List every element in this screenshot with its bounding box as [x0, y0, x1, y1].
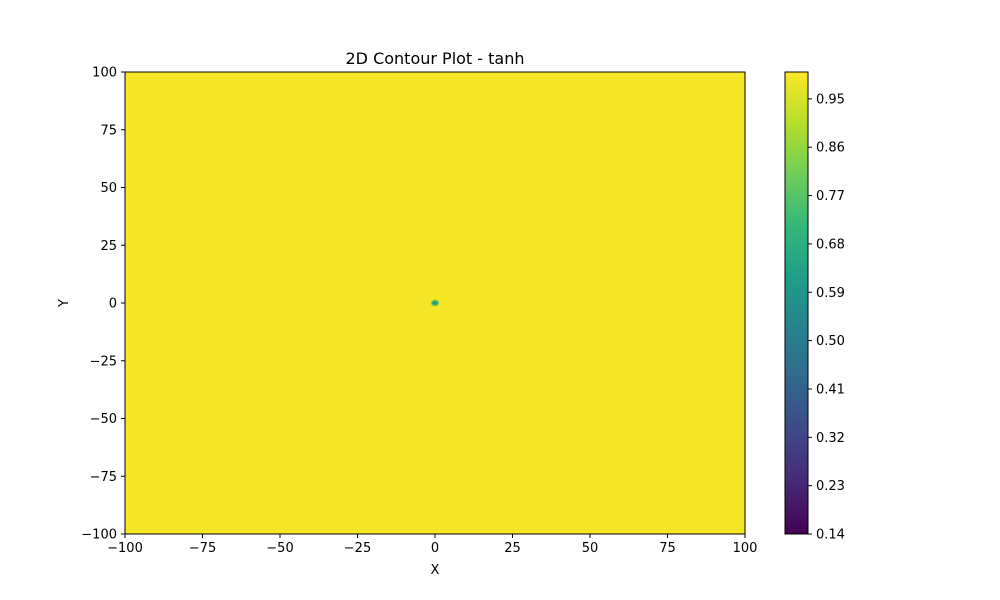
x-tick-label: 75 [659, 541, 676, 556]
colorbar-tick-label: 0.23 [816, 479, 845, 494]
y-tick-label: 100 [92, 66, 117, 81]
x-tick-label: 50 [582, 541, 599, 556]
colorbar-tick-label: 0.32 [816, 431, 845, 446]
plot-area [124, 71, 746, 535]
x-tick-label: 25 [504, 541, 521, 556]
y-tick-label: −25 [90, 354, 117, 369]
x-axis: −100 −75 −50 −25 0 25 50 75 100 [107, 534, 757, 556]
x-tick-label: −50 [266, 541, 293, 556]
center-contour-feature [430, 299, 440, 307]
x-tick-label: −75 [189, 541, 216, 556]
y-tick-label: −50 [90, 412, 117, 427]
x-axis-label: X [431, 563, 440, 578]
y-tick-label: 50 [100, 181, 117, 196]
colorbar-tick-label: 0.95 [816, 92, 845, 107]
colorbar-tick-label: 0.68 [816, 237, 845, 252]
y-axis: −100 −75 −50 −25 0 25 50 75 100 [81, 66, 125, 543]
colorbar-tick-label: 0.77 [816, 189, 845, 204]
colorbar-tick-label: 0.59 [816, 286, 845, 301]
y-tick-label: −75 [90, 470, 117, 485]
colorbar-tick-label: 0.86 [816, 141, 845, 156]
colorbar-tick-label: 0.50 [816, 334, 845, 349]
colorbar-tick-label: 0.41 [816, 382, 845, 397]
y-tick-label: 0 [109, 297, 117, 312]
colorbar-tick-label: 0.14 [816, 528, 845, 543]
y-tick-label: 25 [100, 239, 117, 254]
y-tick-label: −100 [81, 528, 117, 543]
y-axis-label: Y [57, 299, 72, 308]
chart-title: 2D Contour Plot - tanh [345, 49, 524, 68]
x-tick-label: −25 [344, 541, 371, 556]
x-tick-label: −100 [107, 541, 143, 556]
colorbar: 0.14 0.23 0.32 0.41 0.50 0.59 0.68 0.77 0.86 0.95 [784, 71, 845, 543]
colorbar-ticks: 0.14 0.23 0.32 0.41 0.50 0.59 0.68 0.77 0.86 0.95 [808, 92, 845, 543]
colorbar-gradient [785, 72, 808, 534]
x-tick-label: 0 [431, 541, 439, 556]
colorbar-frame [784, 71, 809, 535]
x-tick-label: 100 [733, 541, 758, 556]
y-tick-label: 75 [100, 123, 117, 138]
